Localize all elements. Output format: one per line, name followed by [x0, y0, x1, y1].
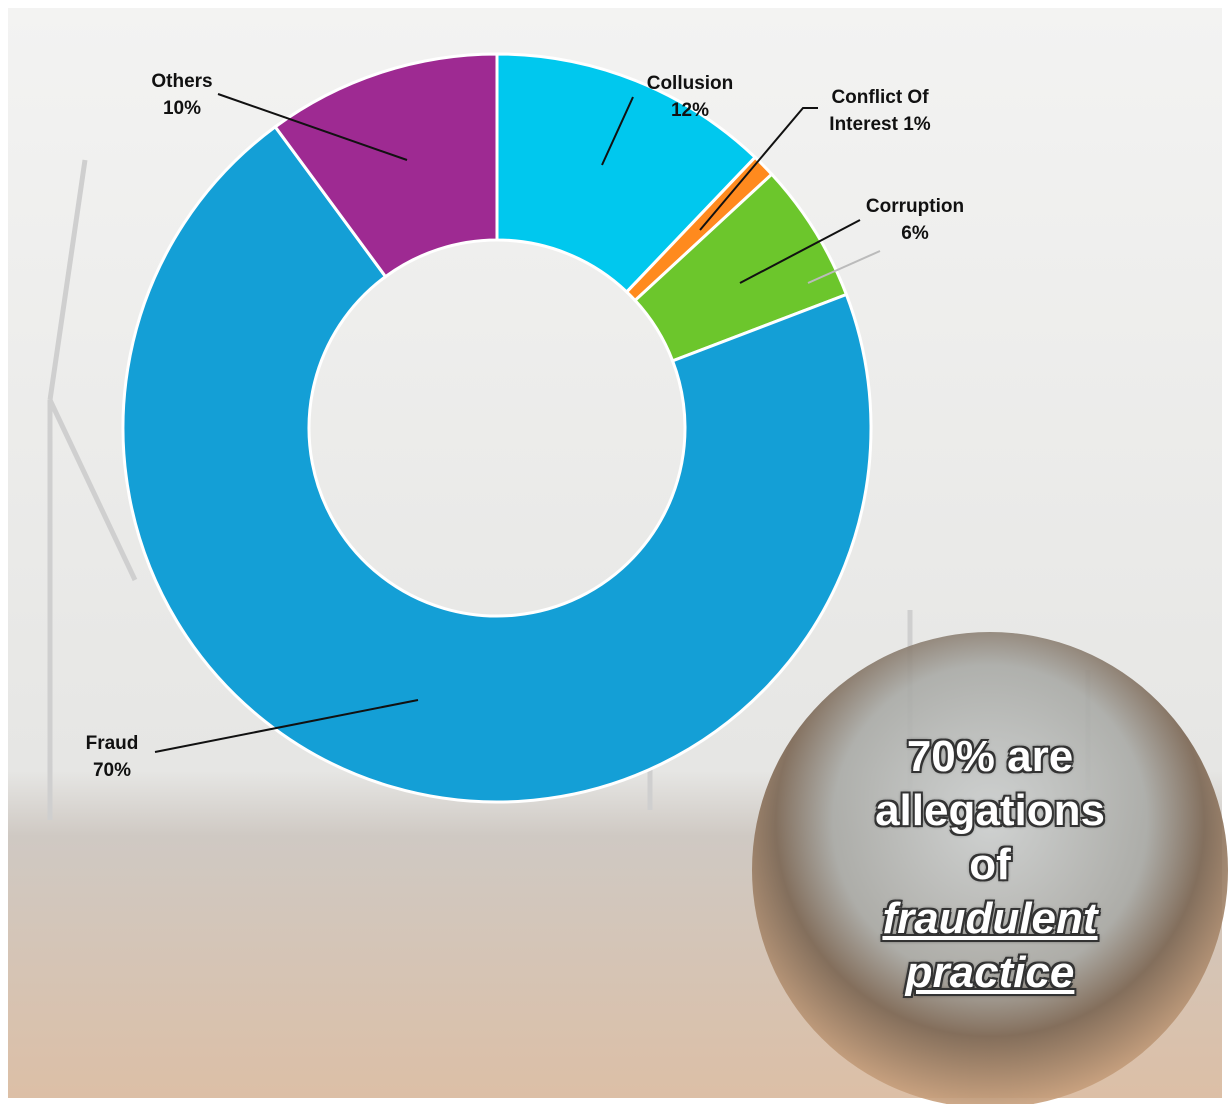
callout-line: of: [850, 838, 1130, 892]
data-label: Collusion 12%: [620, 70, 760, 124]
category-name: Corruption: [866, 196, 964, 217]
category-name: Others: [151, 71, 212, 92]
category-name: Collusion: [647, 73, 734, 94]
page: Collusion 12% Conflict Of Interest 1% Corru…: [0, 0, 1230, 1104]
category-name: Fraud: [86, 733, 139, 754]
data-label: Fraud 70%: [62, 730, 162, 784]
callout-line: practice: [850, 946, 1130, 1000]
callout-line: fraudulent: [850, 892, 1130, 946]
value-label: 10%: [163, 98, 201, 119]
value-label: 12%: [671, 100, 709, 121]
data-label: Conflict Of Interest 1%: [810, 84, 950, 138]
data-label: Corruption 6%: [840, 193, 990, 247]
value-label: 70%: [93, 760, 131, 781]
callout-line: allegations: [850, 784, 1130, 838]
data-label: Others 10%: [127, 68, 237, 122]
value-label: 1%: [903, 114, 930, 135]
callout-line: 70% are: [850, 730, 1130, 784]
value-label: 6%: [901, 223, 928, 244]
